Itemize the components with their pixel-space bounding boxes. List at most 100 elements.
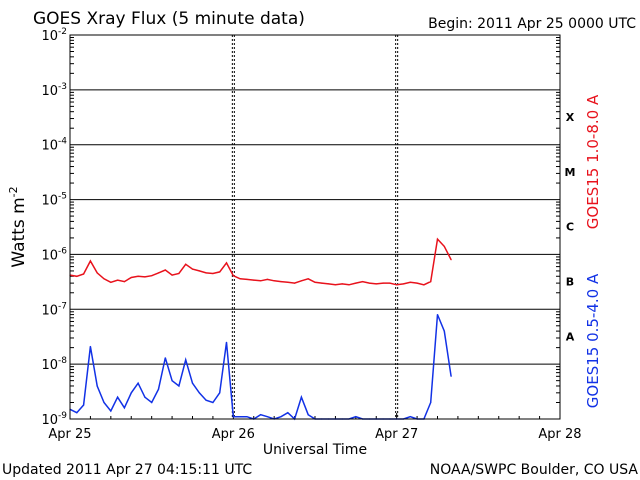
point-long-channel bbox=[328, 283, 330, 285]
point-long-channel bbox=[219, 271, 221, 273]
point-short-channel bbox=[205, 399, 207, 401]
x-tick-label: Apr 28 bbox=[538, 427, 581, 442]
plot-frame bbox=[69, 34, 561, 420]
legend-long-channel-label: GOES15 1.0-8.0 A bbox=[584, 94, 602, 229]
point-long-channel bbox=[389, 282, 391, 284]
point-long-channel bbox=[232, 275, 234, 277]
legend-short-channel-label: GOES15 0.5-4.0 A bbox=[584, 273, 602, 408]
point-long-channel bbox=[348, 284, 350, 286]
point-long-channel bbox=[321, 282, 323, 284]
point-short-channel bbox=[409, 416, 411, 418]
point-long-channel bbox=[151, 275, 153, 277]
point-long-channel bbox=[334, 284, 336, 286]
point-long-channel bbox=[266, 278, 268, 280]
point-long-channel bbox=[96, 272, 98, 274]
point-long-channel bbox=[450, 259, 452, 261]
credit-line: NOAA/SWPC Boulder, CO USA bbox=[430, 462, 639, 478]
point-short-channel bbox=[157, 388, 160, 390]
point-long-channel bbox=[205, 272, 207, 274]
point-short-channel bbox=[219, 392, 221, 394]
point-short-channel bbox=[239, 416, 241, 418]
series-line-short-channel bbox=[69, 314, 452, 421]
point-long-channel bbox=[178, 272, 180, 275]
point-short-channel bbox=[355, 416, 357, 418]
point-long-channel bbox=[123, 281, 125, 283]
data-series bbox=[69, 237, 452, 421]
point-short-channel bbox=[144, 396, 146, 398]
point-short-channel bbox=[164, 357, 166, 359]
point-short-channel bbox=[96, 385, 98, 387]
point-short-channel bbox=[171, 380, 173, 382]
begin-time: Begin: 2011 Apr 25 0000 UTC bbox=[428, 16, 636, 32]
point-long-channel bbox=[416, 282, 418, 284]
y-axis-label-text: Watts m bbox=[9, 197, 29, 267]
flare-class-b: B bbox=[566, 276, 574, 289]
x-axis-ticks: Apr 25 Apr 26 Apr 27 Apr 28 bbox=[48, 413, 582, 442]
point-long-channel bbox=[157, 272, 160, 274]
y-tick-label: 10-3 bbox=[41, 82, 67, 99]
point-long-channel bbox=[110, 281, 112, 283]
point-short-channel bbox=[287, 412, 289, 414]
flare-class-c: C bbox=[566, 221, 574, 234]
point-short-channel bbox=[103, 401, 105, 404]
point-short-channel bbox=[123, 407, 125, 409]
point-short-channel bbox=[191, 382, 194, 384]
point-short-channel bbox=[307, 414, 309, 416]
point-short-channel bbox=[443, 330, 445, 332]
point-short-channel bbox=[260, 414, 262, 416]
flare-class-m: M bbox=[565, 166, 576, 179]
updated-timestamp: Updated 2011 Apr 27 04:15:11 UTC bbox=[2, 462, 252, 478]
point-long-channel bbox=[430, 281, 432, 283]
point-long-channel bbox=[300, 280, 302, 282]
point-long-channel bbox=[341, 283, 343, 285]
point-short-channel bbox=[130, 392, 132, 394]
point-long-channel bbox=[83, 273, 85, 275]
point-long-channel bbox=[382, 282, 384, 284]
point-short-channel bbox=[246, 416, 248, 418]
point-long-channel bbox=[191, 268, 194, 270]
point-short-channel bbox=[137, 382, 139, 384]
y-tick-label: 10-6 bbox=[41, 246, 67, 263]
point-long-channel bbox=[246, 278, 248, 280]
point-short-channel bbox=[280, 416, 282, 418]
point-short-channel bbox=[212, 401, 214, 404]
point-long-channel bbox=[212, 272, 214, 275]
y-axis-label-exponent: -2 bbox=[7, 186, 20, 197]
point-long-channel bbox=[402, 283, 405, 285]
y-tick-label: 10-9 bbox=[41, 411, 67, 428]
point-long-channel bbox=[89, 260, 91, 262]
point-long-channel bbox=[253, 279, 255, 281]
point-long-channel bbox=[375, 283, 377, 285]
series-line-long-channel bbox=[69, 237, 452, 286]
point-short-channel bbox=[266, 416, 268, 418]
point-long-channel bbox=[185, 263, 187, 265]
y-tick-label: 10-2 bbox=[41, 27, 67, 44]
point-long-channel bbox=[198, 270, 200, 272]
point-long-channel bbox=[396, 284, 398, 286]
point-long-channel bbox=[294, 282, 296, 284]
point-short-channel bbox=[198, 392, 200, 394]
point-long-channel bbox=[280, 281, 282, 283]
point-long-channel bbox=[117, 279, 119, 281]
point-long-channel bbox=[144, 276, 146, 278]
point-long-channel bbox=[225, 262, 228, 264]
point-long-channel bbox=[287, 281, 289, 283]
y-tick-label: 10-5 bbox=[41, 192, 67, 209]
point-short-channel bbox=[83, 404, 85, 406]
x-tick-label: Apr 26 bbox=[212, 427, 255, 442]
point-long-channel bbox=[307, 278, 309, 280]
point-short-channel bbox=[436, 314, 439, 316]
point-short-channel bbox=[232, 416, 234, 418]
flare-class-labels: X M C B A bbox=[565, 111, 576, 343]
point-long-channel bbox=[314, 281, 316, 283]
point-long-channel bbox=[273, 280, 275, 282]
x-tick-label: Apr 27 bbox=[375, 427, 418, 442]
grid-lines bbox=[70, 34, 560, 420]
point-short-channel bbox=[110, 410, 112, 412]
flare-class-a: A bbox=[566, 330, 575, 343]
point-short-channel bbox=[430, 401, 432, 404]
x-axis-label: Universal Time bbox=[263, 442, 367, 458]
point-long-channel bbox=[260, 280, 262, 282]
point-short-channel bbox=[300, 396, 302, 398]
